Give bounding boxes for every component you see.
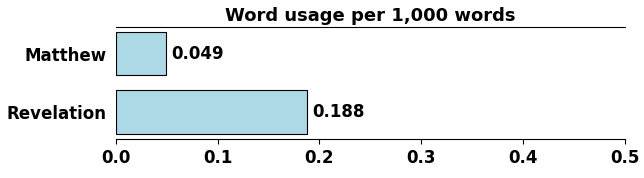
Text: 0.049: 0.049 [171,45,223,63]
Title: Word usage per 1,000 words: Word usage per 1,000 words [225,7,516,25]
Bar [116,90,307,134]
Bar [116,32,166,75]
Text: 0.188: 0.188 [312,103,365,121]
